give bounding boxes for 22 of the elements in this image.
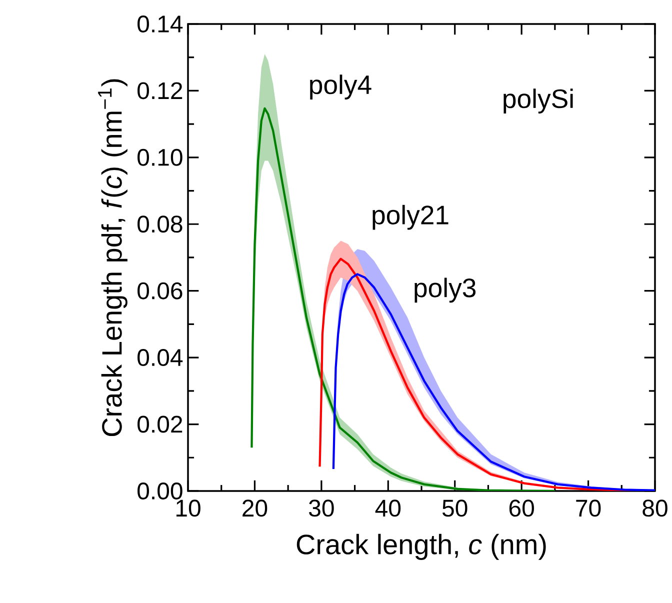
y-tick-label: 0.02 <box>138 416 182 433</box>
x-tick-label: 30 <box>309 500 334 517</box>
y-tick-label: 0.08 <box>138 216 182 233</box>
x-tick-label: 40 <box>375 500 401 517</box>
annotation: poly3 <box>414 278 476 303</box>
y-tick-label: 0.06 <box>138 282 182 300</box>
x-tick-label: 70 <box>576 500 601 517</box>
x-tick-label: 20 <box>242 500 268 517</box>
y-tick-label: 0.04 <box>138 349 183 366</box>
annotation: polySi <box>504 88 573 114</box>
x-tick-label: 80 <box>642 500 668 517</box>
x-tick-label: 60 <box>509 500 534 517</box>
y-tick-label: 0.14 <box>138 15 183 32</box>
y-axis-title: Crack Length pdf, f(c) (nm$^{−1}$) <box>98 79 128 436</box>
y-tick-label: 0.00 <box>138 482 182 500</box>
annotation: poly4 <box>310 74 372 100</box>
x-tick-label: 10 <box>176 500 200 517</box>
annotation: poly21 <box>372 204 448 230</box>
y-tick-label: 0.12 <box>138 82 182 100</box>
x-tick-label: 50 <box>442 500 468 517</box>
x-axis-title: Crack length, c (nm) <box>296 534 546 560</box>
y-tick-label: 0.10 <box>138 148 182 166</box>
